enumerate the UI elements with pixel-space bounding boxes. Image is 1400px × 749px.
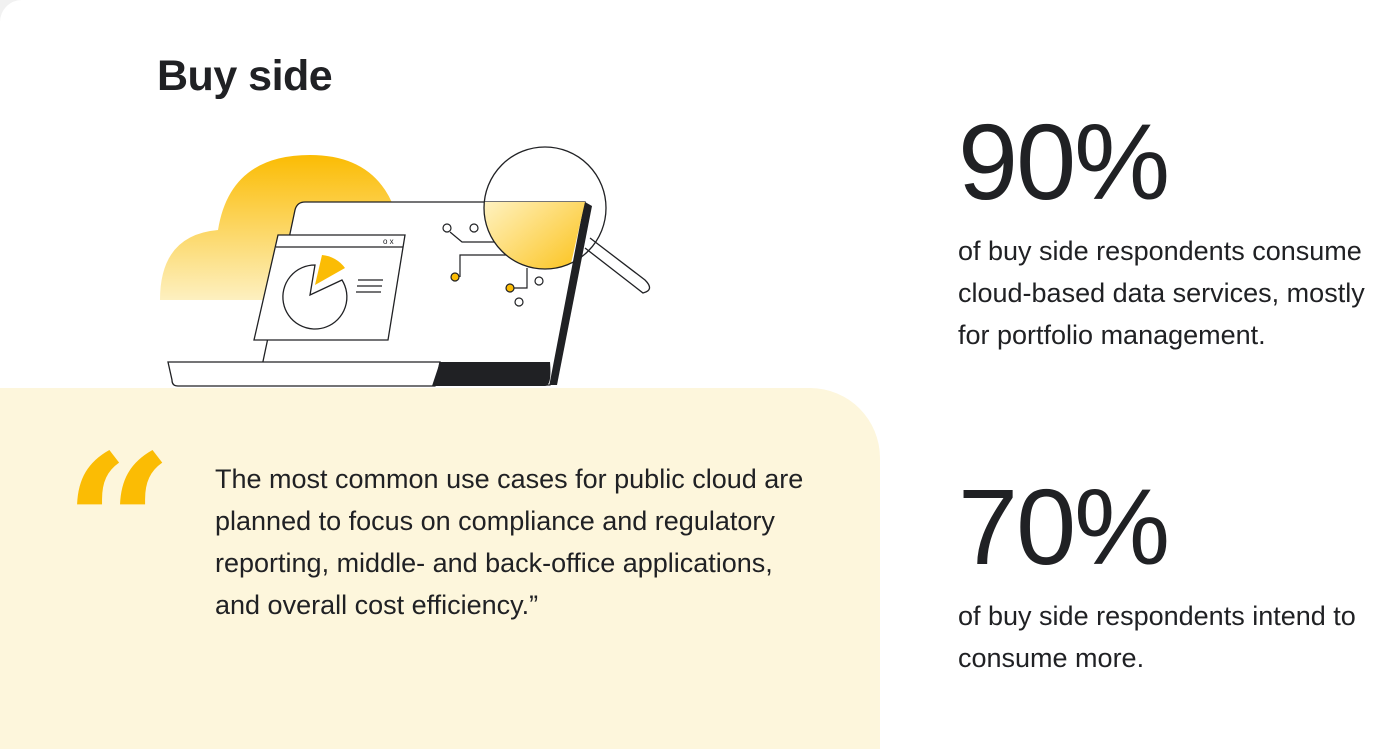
cloud-laptop-illustration: o x: [160, 146, 651, 387]
quote-text: The most common use cases for public clo…: [215, 464, 804, 620]
stat-value: 70%: [958, 466, 1170, 587]
svg-text:o x: o x: [383, 237, 394, 246]
circuit-icon: [442, 223, 544, 307]
page-title: Buy side: [157, 52, 333, 100]
stat-description: of buy side respondents consume cloud-ba…: [958, 236, 1365, 350]
quote-mark-icon: “: [64, 413, 174, 636]
pie-chart-window-icon: o x: [253, 234, 406, 341]
stat-value: 90%: [958, 101, 1170, 222]
stat-90: 90% of buy side respondents consume clou…: [958, 108, 1368, 356]
quote-panel: [0, 388, 880, 749]
stat-70: 70% of buy side respondents intend to co…: [958, 473, 1368, 679]
stat-description: of buy side respondents intend to consum…: [958, 601, 1356, 673]
